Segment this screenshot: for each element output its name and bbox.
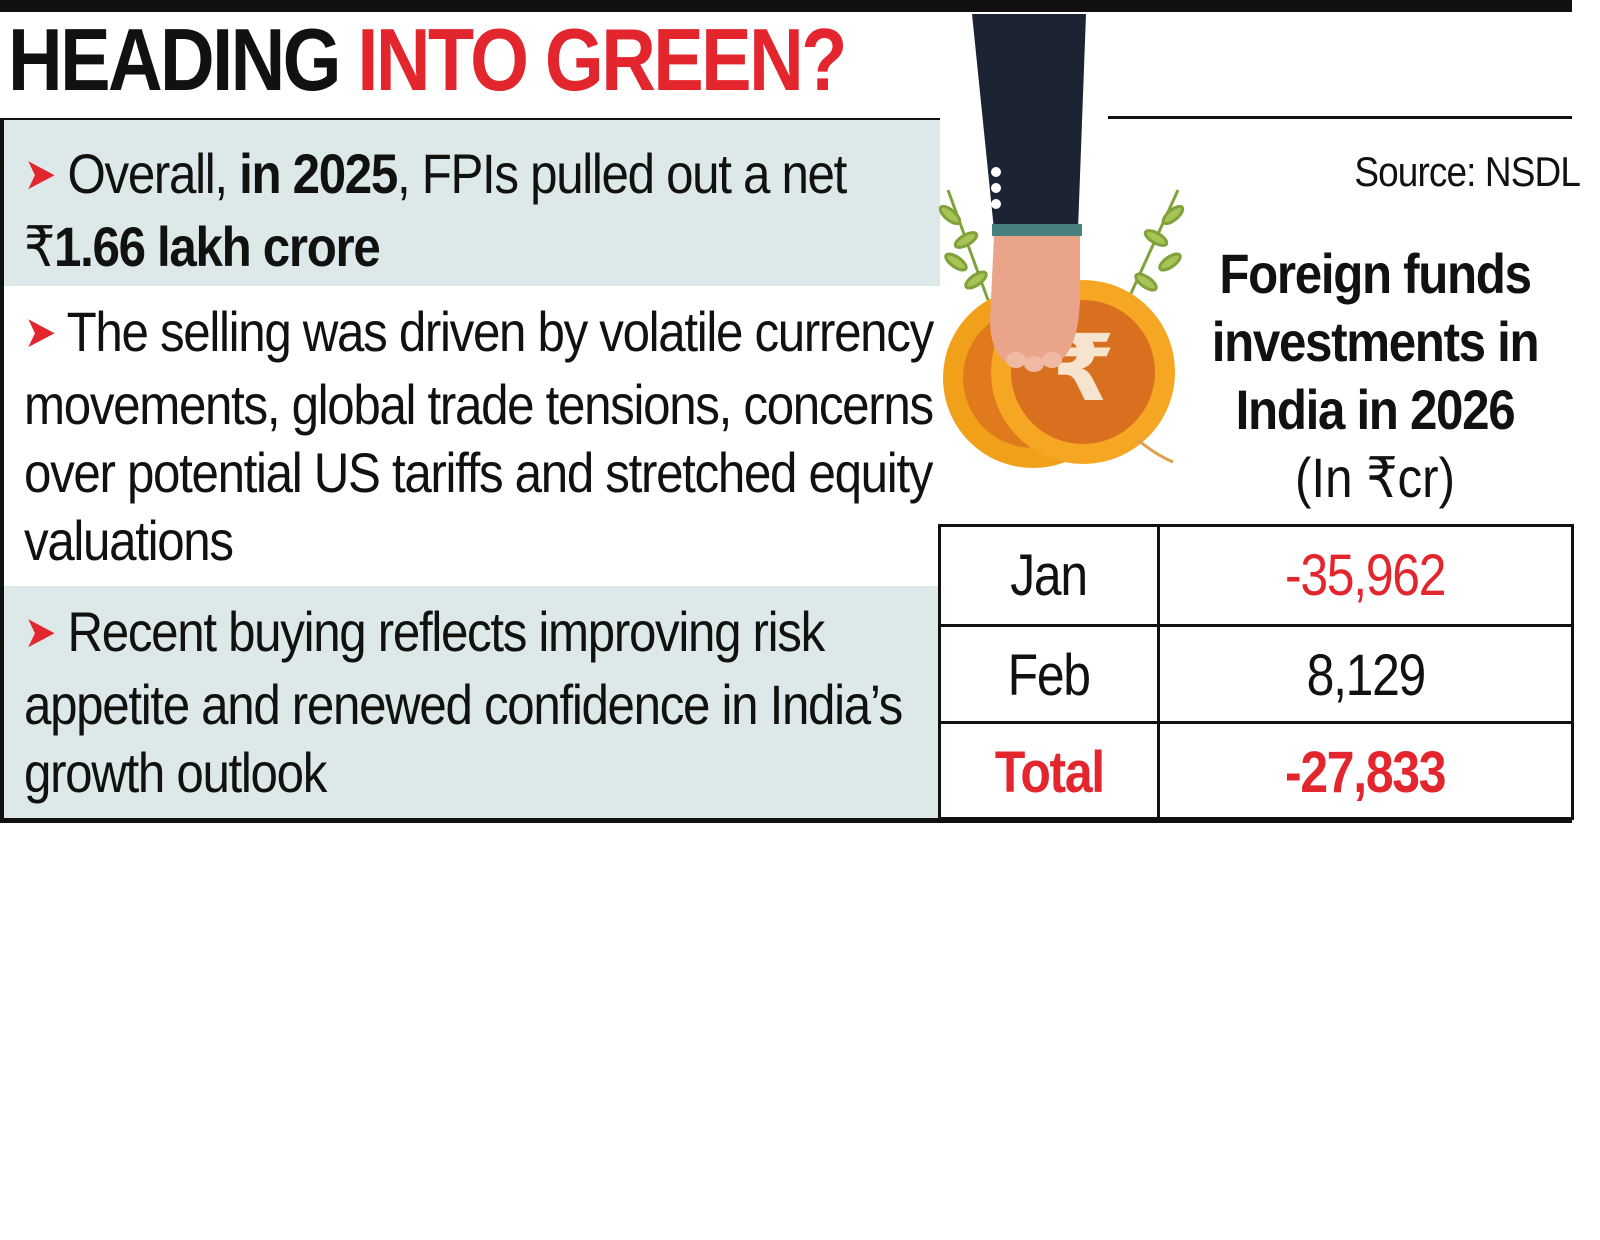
chart-title: Foreign funds investments in India in 20… — [1211, 242, 1540, 441]
hand-coins-illustration: ₹ — [938, 14, 1185, 468]
row-label: Feb — [1007, 643, 1091, 708]
leaf-sprig-left-icon — [938, 189, 990, 301]
headline-part-red: INTO GREEN? — [357, 10, 847, 109]
bullet-1-year: in 2025 — [239, 142, 398, 205]
table-row-feb: Feb 8,129 — [941, 627, 1571, 724]
table-divider — [941, 624, 1571, 627]
arrow-icon: ➤ — [24, 308, 56, 357]
row-label: Jan — [1010, 543, 1089, 608]
bullet-1-pre: Overall, — [67, 142, 240, 205]
headline-rule — [1108, 116, 1572, 119]
bullet-1-mid: , FPIs pulled out a net ₹ — [24, 142, 847, 278]
bullet-item-2: ➤ The selling was driven by volatile cur… — [4, 286, 940, 586]
bullet-3-text: Recent buying reflects improving risk ap… — [24, 600, 903, 804]
table-row-jan: Jan -35,962 — [941, 527, 1571, 624]
table-divider — [941, 721, 1571, 724]
row-value: 8,129 — [1306, 643, 1426, 708]
arrow-icon: ➤ — [24, 150, 56, 199]
total-label: Total — [994, 740, 1104, 805]
bottom-rule — [0, 818, 1572, 823]
sleeve-icon — [972, 14, 1086, 236]
source-note: Source: NSDL — [1354, 148, 1581, 195]
table-divider-vertical — [1157, 527, 1160, 817]
top-rule — [0, 0, 1572, 12]
bullet-item-1: ➤ Overall, in 2025, FPIs pulled out a ne… — [4, 120, 940, 286]
total-value: -27,833 — [1285, 740, 1446, 805]
bullet-1-amount: 1.66 lakh crore — [54, 215, 381, 278]
headline: HEADING INTO GREEN? — [8, 16, 847, 104]
data-table: Jan -35,962 Feb 8,129 Total -27,833 — [938, 524, 1574, 820]
row-value: -35,962 — [1285, 543, 1446, 608]
bullet-2-text: The selling was driven by volatile curre… — [24, 300, 934, 572]
arrow-icon: ➤ — [24, 608, 56, 657]
chart-unit: (In ₹cr) — [1294, 446, 1456, 509]
bullet-item-3: ➤ Recent buying reflects improving risk … — [4, 586, 940, 818]
leaf-sprig-right-icon — [1126, 189, 1185, 301]
table-row-total: Total -27,833 — [941, 724, 1571, 821]
hand-icon — [990, 236, 1080, 372]
headline-part-dark: HEADING — [8, 10, 358, 109]
